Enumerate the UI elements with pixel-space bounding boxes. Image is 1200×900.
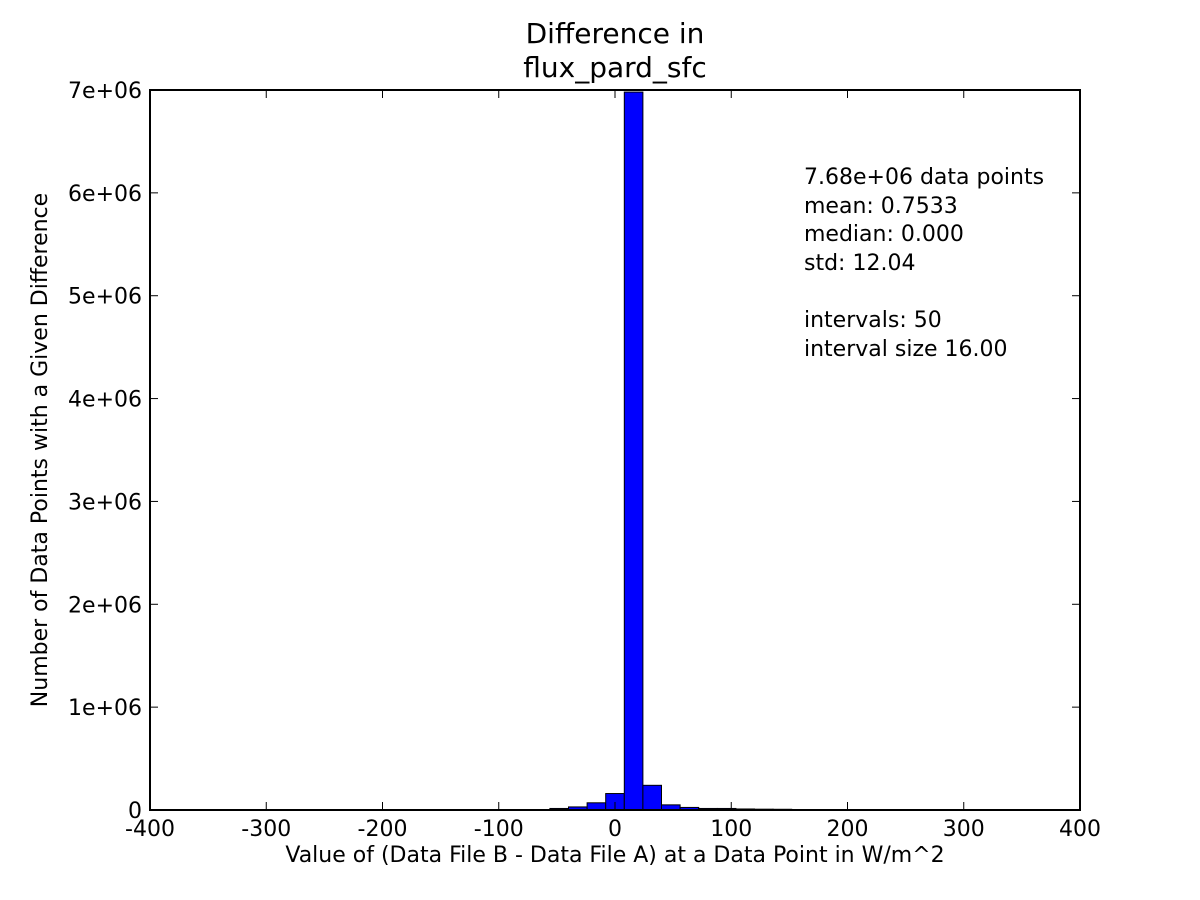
y-tick-label: 1e+06 (68, 696, 142, 721)
histogram-bars (549, 91, 793, 811)
stats-intervals: intervals: 50 (804, 308, 942, 334)
y-tick-label: 0 (128, 799, 142, 824)
plot-frame (149, 89, 1081, 811)
y-axis-label: Number of Data Points with a Given Diffe… (28, 192, 53, 708)
stats-count: 7.68e+06 data points (804, 165, 1045, 190)
tick-labels: -400 -300 -200 -100 0 100 200 300 400 0 1e+06 2e+06… (68, 79, 1101, 842)
y-tick-label: 2e+06 (68, 593, 142, 618)
x-tick-label: 0 (608, 817, 622, 842)
x-tick-label: -300 (241, 817, 291, 842)
x-tick-label: -100 (474, 817, 524, 842)
stats-spacer (804, 279, 1044, 308)
histogram-bar (586, 802, 607, 811)
stats-median: median: 0.000 (804, 222, 964, 248)
chart-title-line-2: flux_pard_sfc (523, 51, 707, 84)
stats-mean: mean: 0.7533 (804, 193, 958, 219)
y-tick-label: 4e+06 (68, 388, 142, 413)
x-tick-label: 400 (1059, 817, 1101, 842)
y-tick-label: 5e+06 (68, 285, 142, 310)
x-tick-label: 200 (827, 817, 869, 842)
histogram-bar (642, 784, 663, 811)
x-axis-label: Value of (Data File B - Data File A) at … (285, 843, 945, 868)
stats-annotation: 7.68e+06 data points mean: 0.7533 median… (804, 164, 1044, 365)
y-tick-label: 7e+06 (68, 79, 142, 104)
x-tick-label: 300 (943, 817, 985, 842)
stats-interval-size: interval size 16.00 (804, 337, 1008, 363)
histogram-bar (623, 91, 644, 811)
y-tick-label: 6e+06 (68, 182, 142, 207)
x-tick-label: -400 (125, 817, 175, 842)
chart-title-line-1: Difference in (525, 17, 705, 50)
stats-std: std: 12.04 (804, 251, 916, 277)
x-tick-label: 100 (710, 817, 752, 842)
y-tick-label: 3e+06 (68, 490, 142, 515)
x-tick-label: -200 (358, 817, 408, 842)
